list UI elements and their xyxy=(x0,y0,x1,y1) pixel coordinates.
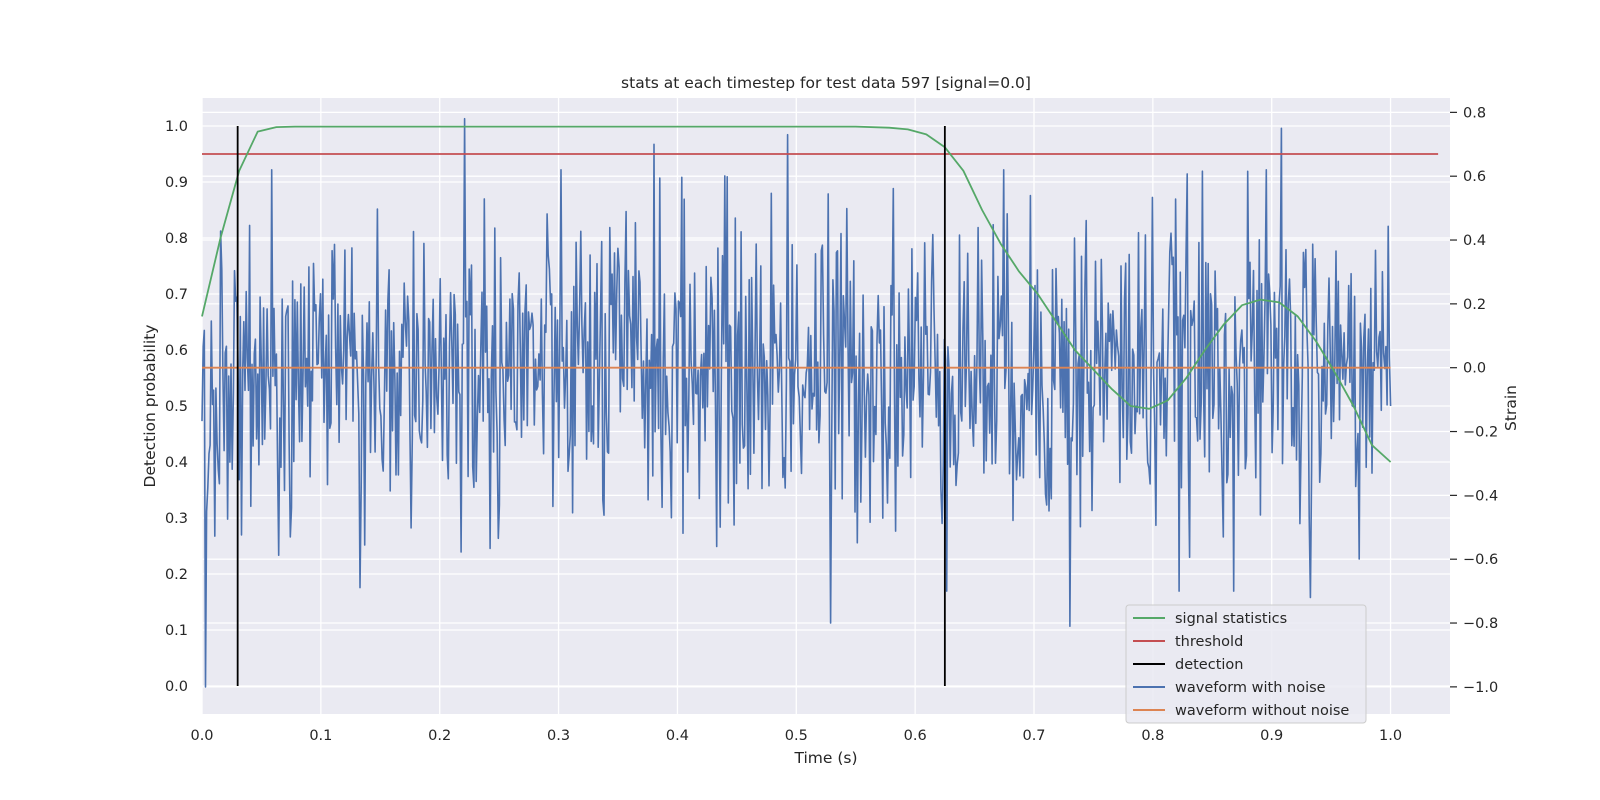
y-left-tick-label: 0.3 xyxy=(165,511,188,527)
y-right-tick-label: −0.8 xyxy=(1463,616,1498,632)
y-right-axis-ticks: 0.8 0.6 0.4 0.2 0.0 −0.2 −0.4 −0.6 −0.8 −1.0 xyxy=(1450,105,1498,696)
x-axis-label: Time (s) xyxy=(793,749,857,767)
legend-label-signal-statistics: signal statistics xyxy=(1175,611,1287,627)
y-right-tick-label: 0.0 xyxy=(1463,361,1486,377)
y-left-tick-label: 0.8 xyxy=(165,231,188,247)
y-right-tick-label: 0.2 xyxy=(1463,297,1486,313)
legend: signal statistics threshold detection wa… xyxy=(1125,604,1367,724)
x-tick-label: 0.1 xyxy=(309,728,332,744)
legend-label-threshold: threshold xyxy=(1175,634,1243,650)
y-left-tick-label: 0.1 xyxy=(165,623,188,639)
y-left-tick-label: 0.6 xyxy=(165,343,188,359)
x-axis-ticks: 0.0 0.1 0.2 0.3 0.4 0.5 0.6 0.7 0.8 0.9 1.0 xyxy=(190,728,1402,744)
y-left-tick-label: 0.5 xyxy=(165,399,188,415)
legend-box xyxy=(1125,604,1367,724)
series-waveform-with-noise xyxy=(201,117,1392,688)
series-signal-statistics xyxy=(201,125,1392,463)
series-layer xyxy=(201,117,1439,688)
y-right-axis-label: Strain xyxy=(1502,385,1520,431)
y-left-tick-label: 0.4 xyxy=(165,455,188,471)
y-left-tick-label: 1.0 xyxy=(165,119,188,135)
y-right-tick-label: −0.4 xyxy=(1463,488,1498,504)
y-left-tick-label: 0.9 xyxy=(165,175,188,191)
legend-label-detection: detection xyxy=(1175,657,1243,673)
y-right-tick-label: 0.8 xyxy=(1463,105,1486,121)
y-left-tick-label: 0.2 xyxy=(165,567,188,583)
y-right-tick-label: 0.4 xyxy=(1463,233,1486,249)
y-left-axis-label: Detection probability xyxy=(141,325,159,488)
y-left-tick-label: 0.0 xyxy=(165,679,188,695)
y-right-tick-label: −0.6 xyxy=(1463,552,1498,568)
y-left-tick-label: 0.7 xyxy=(165,287,188,303)
legend-label-waveform-without-noise: waveform without noise xyxy=(1175,703,1349,719)
x-tick-label: 0.3 xyxy=(547,728,570,744)
x-tick-label: 0.4 xyxy=(666,728,689,744)
y-right-tick-label: 0.6 xyxy=(1463,169,1486,185)
x-tick-label: 0.5 xyxy=(785,728,808,744)
x-tick-label: 0.0 xyxy=(190,728,213,744)
x-tick-label: 0.6 xyxy=(904,728,927,744)
y-right-tick-label: −0.2 xyxy=(1463,425,1498,441)
chart-title: stats at each timestep for test data 597… xyxy=(621,74,1031,92)
legend-label-waveform-with-noise: waveform with noise xyxy=(1175,680,1326,696)
y-right-tick-label: −1.0 xyxy=(1463,680,1498,696)
x-tick-label: 1.0 xyxy=(1379,728,1402,744)
x-tick-label: 0.8 xyxy=(1141,728,1164,744)
x-tick-label: 0.9 xyxy=(1260,728,1283,744)
x-tick-label: 0.7 xyxy=(1022,728,1045,744)
x-tick-label: 0.2 xyxy=(428,728,451,744)
y-left-axis-ticks: 0.0 0.1 0.2 0.3 0.4 0.5 0.6 0.7 0.8 0.9 1.0 xyxy=(165,119,188,695)
